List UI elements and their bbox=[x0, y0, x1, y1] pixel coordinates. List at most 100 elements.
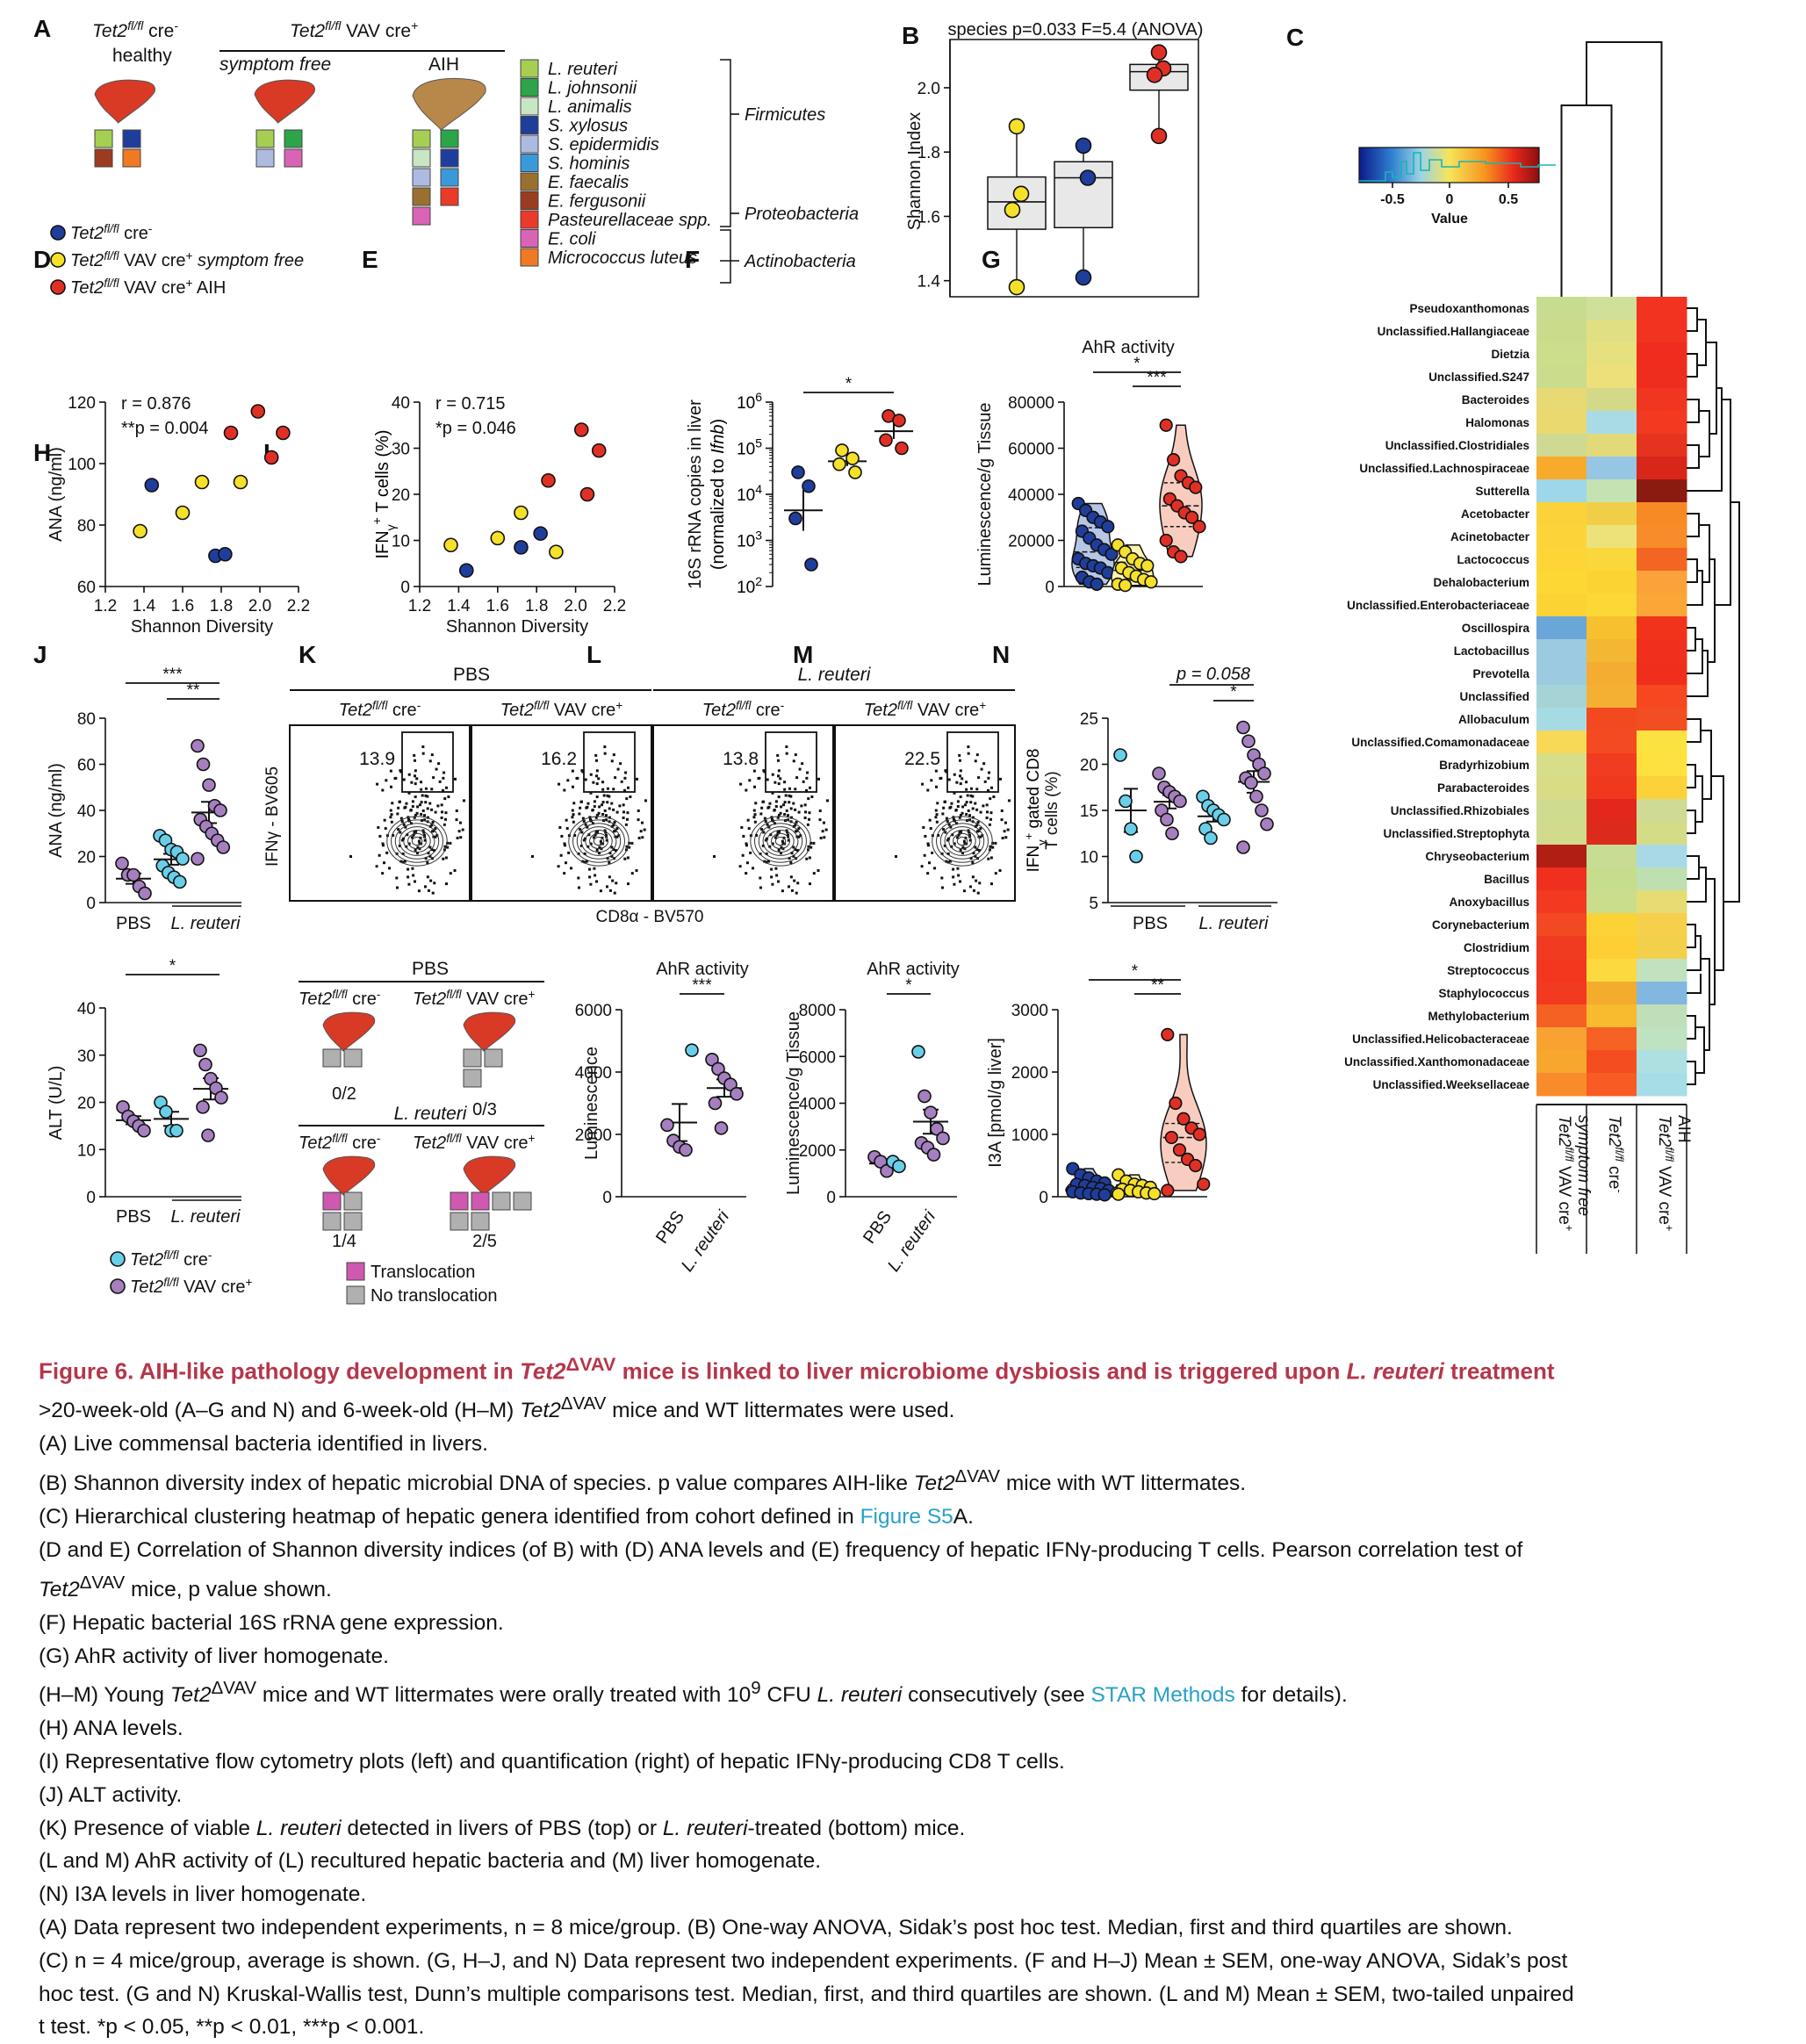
flow-event bbox=[760, 828, 764, 831]
flow-event bbox=[969, 794, 973, 797]
y-tick-label: 2000 bbox=[575, 1126, 612, 1145]
flow-event bbox=[961, 811, 964, 815]
flow-event bbox=[788, 787, 791, 790]
panel-letter-g: G bbox=[982, 246, 1001, 273]
bacteria-square bbox=[94, 129, 113, 148]
heatmap-row-label: Bradyrhizobium bbox=[1439, 759, 1529, 772]
flow-event bbox=[821, 830, 824, 833]
x-group-lreuteri: L. reuteri bbox=[171, 914, 241, 933]
flow-event bbox=[812, 872, 816, 875]
translocation-ratio: 0/2 bbox=[332, 1084, 356, 1104]
flow-event bbox=[754, 802, 758, 805]
flow-event bbox=[988, 771, 991, 774]
flow-event bbox=[806, 771, 809, 774]
flow-event bbox=[563, 788, 566, 792]
flow-event bbox=[455, 809, 458, 812]
flow-event bbox=[967, 752, 970, 755]
data-point bbox=[791, 465, 805, 479]
flow-event bbox=[595, 769, 599, 773]
x-tick-label: 1.6 bbox=[486, 597, 509, 615]
flow-contour bbox=[572, 819, 625, 863]
flow-event bbox=[792, 759, 795, 763]
data-point bbox=[1148, 1186, 1162, 1201]
flow-event bbox=[986, 810, 989, 814]
flow-event bbox=[443, 797, 447, 801]
flow-event bbox=[614, 776, 617, 780]
flow-event bbox=[434, 835, 437, 838]
data-point bbox=[802, 479, 816, 493]
flow-event bbox=[788, 794, 791, 797]
flow-event bbox=[399, 770, 403, 774]
flow-event bbox=[579, 844, 583, 847]
flow-gate-percent: 16.2 bbox=[541, 749, 577, 769]
dendrogram-branch bbox=[1687, 935, 1702, 971]
flow-event bbox=[782, 803, 786, 807]
caption-line: (L and M) AhR activity of (L) recultured… bbox=[39, 1849, 822, 1874]
flow-event bbox=[755, 833, 759, 837]
flow-event bbox=[809, 786, 812, 789]
flow-event bbox=[974, 759, 977, 763]
heatmap-row-label: Bacillus bbox=[1484, 873, 1529, 886]
heatmap-cell bbox=[1536, 525, 1587, 549]
flow-event bbox=[766, 778, 769, 781]
flow-event bbox=[447, 795, 450, 799]
flow-event bbox=[972, 852, 975, 855]
data-point bbox=[213, 803, 227, 817]
flow-event bbox=[420, 781, 423, 784]
bacteria-square bbox=[440, 148, 459, 168]
flow-event bbox=[969, 857, 973, 860]
heatmap-cell bbox=[1536, 320, 1587, 343]
flow-event bbox=[592, 781, 595, 784]
flow-event bbox=[614, 829, 617, 832]
flow-event bbox=[449, 872, 452, 875]
heatmap-column-label: Tet2fl/fl VAV cre+ bbox=[1655, 1115, 1677, 1231]
data-point bbox=[714, 1121, 729, 1135]
panel-letter-k: K bbox=[299, 641, 316, 668]
scatter-point bbox=[579, 486, 595, 502]
flow-event bbox=[443, 771, 446, 774]
flow-event bbox=[375, 865, 378, 868]
flow-event bbox=[931, 851, 934, 854]
flow-event bbox=[613, 821, 616, 824]
flow-event bbox=[948, 860, 952, 863]
flow-event bbox=[401, 860, 405, 864]
heatmap-cell bbox=[1536, 708, 1587, 731]
flow-event bbox=[397, 806, 400, 810]
y-tick-label: 10 bbox=[77, 1141, 96, 1160]
flow-event bbox=[349, 855, 352, 858]
flow-event bbox=[946, 860, 950, 864]
flow-event bbox=[413, 753, 416, 757]
flow-plot-genotype: Tet2fl/fl VAV cre+ bbox=[500, 699, 623, 721]
flow-event bbox=[807, 797, 810, 801]
flow-event bbox=[398, 800, 401, 803]
flow-event bbox=[395, 852, 399, 855]
colony-square bbox=[322, 1048, 342, 1068]
flow-event bbox=[809, 841, 813, 845]
flow-event bbox=[805, 776, 809, 780]
flow-event bbox=[564, 861, 567, 865]
flow-group-lreuteri: L. reuteri bbox=[798, 665, 872, 685]
flow-event bbox=[983, 780, 987, 783]
flow-event bbox=[423, 838, 427, 842]
flow-contour bbox=[754, 819, 807, 863]
caption-line: (N) I3A levels in liver homogenate. bbox=[39, 1882, 367, 1907]
scatter-point bbox=[541, 472, 556, 488]
flow-event bbox=[808, 882, 811, 886]
liver-icon bbox=[463, 1011, 516, 1052]
flow-event bbox=[417, 839, 421, 843]
caption-line: Tet2ΔVAV mice, p value shown. bbox=[39, 1573, 332, 1601]
data-point bbox=[1184, 510, 1199, 524]
flow-event bbox=[565, 818, 568, 822]
flow-event bbox=[787, 885, 790, 889]
flow-event bbox=[420, 812, 423, 816]
scatter-point bbox=[549, 544, 564, 559]
y-tick-label: 6000 bbox=[799, 1048, 836, 1067]
group-legend-label: Tet2fl/fl cre- bbox=[130, 1249, 212, 1270]
heatmap-cell bbox=[1536, 890, 1587, 914]
flow-event bbox=[765, 860, 768, 864]
flow-event bbox=[766, 806, 770, 810]
flow-event bbox=[442, 857, 445, 860]
heatmap-cell bbox=[1536, 1004, 1587, 1028]
y-tick-label: 40 bbox=[77, 802, 96, 821]
caption-line: (J) ALT activity. bbox=[39, 1782, 183, 1807]
